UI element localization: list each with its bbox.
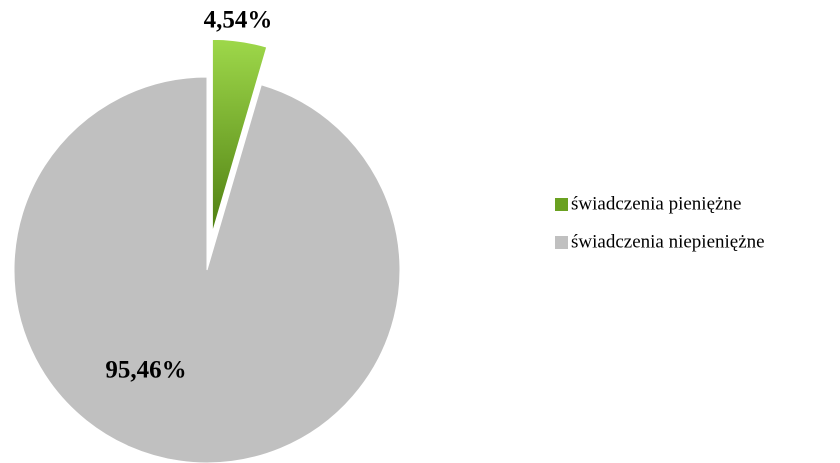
pie: 4,54% 95,46% (13, 7, 401, 463)
legend-label: świadczenia pieniężne (571, 193, 741, 214)
legend-swatch (555, 236, 568, 249)
pie-slice (13, 76, 401, 463)
legend-label: świadczenia niepieniężne (571, 231, 765, 252)
data-label: 4,54% (204, 7, 273, 34)
legend-swatch (555, 198, 568, 211)
data-label: 95,46% (105, 357, 186, 384)
legend: świadczenia pieniężne świadczenia niepien… (555, 193, 765, 252)
pie-slice (211, 38, 268, 233)
